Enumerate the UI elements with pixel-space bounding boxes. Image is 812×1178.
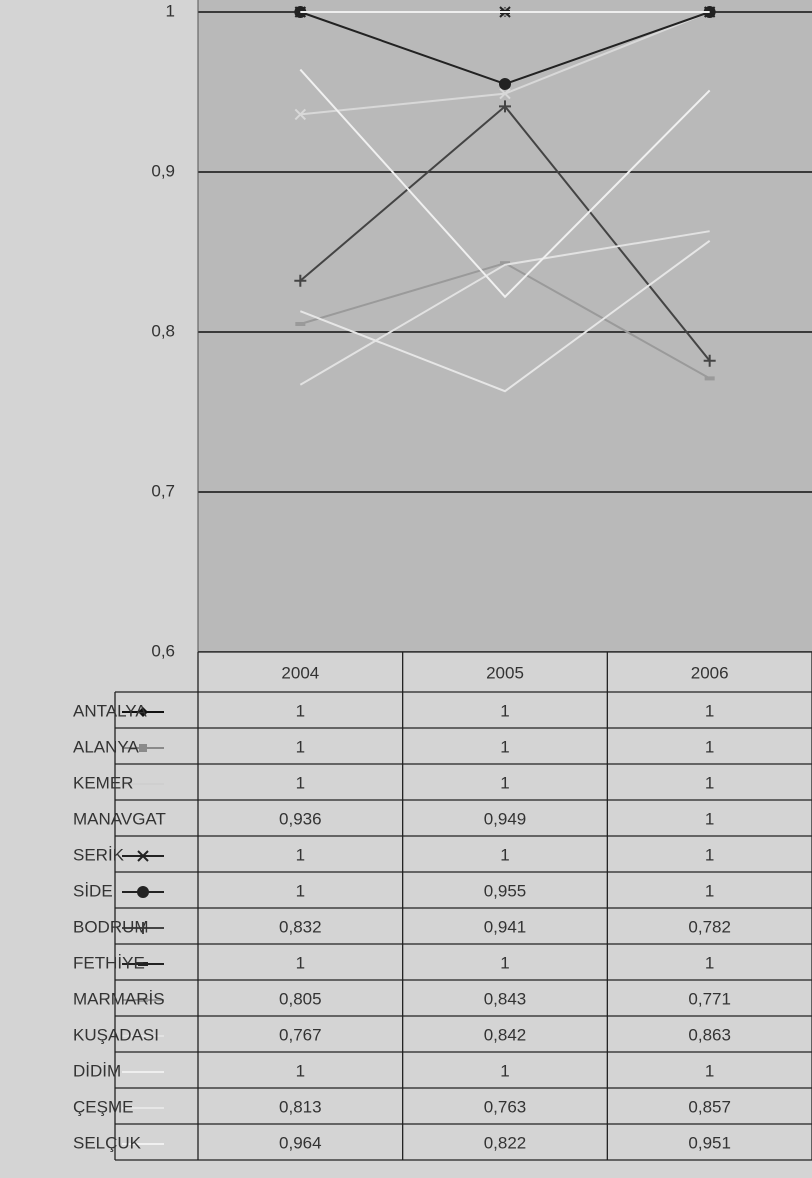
series-line — [299, 68, 711, 299]
marker — [138, 962, 148, 966]
marker — [137, 850, 149, 862]
table-cell: 0,842 — [484, 1025, 527, 1044]
table-cell: 0,832 — [279, 917, 322, 936]
marker — [295, 322, 306, 326]
table-cell: 1 — [705, 773, 714, 792]
table-cell: 1 — [296, 881, 305, 900]
table-cell: 1 — [705, 1061, 714, 1080]
table-cell: 0,863 — [688, 1025, 731, 1044]
legend-label: SELÇUK — [73, 1133, 142, 1152]
plot-area — [198, 0, 812, 652]
marker — [139, 744, 147, 752]
table-cell: 0,763 — [484, 1097, 527, 1116]
table-cell: 1 — [296, 737, 305, 756]
table-cell: 0,843 — [484, 989, 527, 1008]
table-cell: 1 — [296, 701, 305, 720]
marker — [138, 998, 148, 1002]
table-cell: 1 — [705, 953, 714, 972]
table-cell: 1 — [500, 773, 509, 792]
y-tick-label: 0,9 — [151, 161, 175, 180]
legend-key — [122, 850, 164, 862]
legend-label: BODRUM — [73, 917, 149, 936]
marker — [137, 814, 149, 826]
legend-label: ÇEŞME — [73, 1097, 133, 1116]
legend-key — [122, 998, 164, 1002]
legend-label: KUŞADASI — [73, 1025, 159, 1044]
marker — [703, 354, 716, 367]
table-cell: 0,805 — [279, 989, 322, 1008]
y-tick-label: 0,6 — [151, 641, 175, 660]
marker — [138, 707, 148, 717]
table-cell: 0,951 — [688, 1133, 731, 1152]
marker — [500, 261, 510, 266]
legend-label: MANAVGAT — [73, 809, 166, 828]
marker — [499, 78, 511, 90]
legend-label: MARMARİS — [73, 989, 165, 1008]
marker — [294, 108, 307, 121]
legend-label: DİDİM — [73, 1061, 121, 1080]
legend-label: SERİK — [73, 845, 125, 864]
legend-key — [122, 707, 164, 717]
table-cell: 0,857 — [688, 1097, 731, 1116]
table-cell: 1 — [500, 1061, 509, 1080]
marker — [137, 922, 149, 934]
legend-label: ANTALYA — [73, 701, 147, 720]
marker — [137, 886, 149, 898]
table-cell: 1 — [296, 1061, 305, 1080]
table-cell: 0,964 — [279, 1133, 322, 1152]
table-cell: 1 — [296, 773, 305, 792]
legend-key — [122, 814, 164, 826]
legend-key — [122, 886, 164, 898]
marker — [704, 376, 715, 381]
legend-label: SİDE — [73, 881, 113, 900]
table-cell: 0,941 — [484, 917, 527, 936]
legend-label: FETHİYE — [73, 953, 145, 972]
table-cell: 0,955 — [484, 881, 527, 900]
table-cell: 0,771 — [688, 989, 731, 1008]
table-cell: 0,936 — [279, 809, 322, 828]
table-header-bg — [198, 652, 812, 692]
x-tick-label: 2006 — [691, 663, 729, 682]
table-cell: 1 — [500, 845, 509, 864]
table-cell: 1 — [500, 737, 509, 756]
legend-key — [122, 744, 164, 752]
legend-label: KEMER — [73, 773, 133, 792]
legend-key — [122, 962, 164, 966]
table-cell: 1 — [500, 953, 509, 972]
table-cell: 0,782 — [688, 917, 731, 936]
y-tick-label: 0,7 — [151, 481, 175, 500]
table-cell: 1 — [296, 845, 305, 864]
series-line — [299, 230, 710, 386]
table-cell: 1 — [500, 701, 509, 720]
x-tick-label: 2004 — [281, 663, 319, 682]
table-cell: 1 — [705, 809, 714, 828]
series-line — [299, 239, 711, 393]
table-cell: 1 — [296, 953, 305, 972]
y-tick-label: 1 — [166, 1, 175, 20]
x-tick-label: 2005 — [486, 663, 524, 682]
table-cell: 1 — [705, 737, 714, 756]
table-cell: 0,822 — [484, 1133, 527, 1152]
marker — [294, 274, 307, 287]
table-cell: 1 — [705, 881, 714, 900]
table-cell: 0,813 — [279, 1097, 322, 1116]
table-cell: 0,949 — [484, 809, 527, 828]
table-cell: 1 — [705, 701, 714, 720]
legend-key — [122, 922, 164, 934]
table-cell: 1 — [705, 845, 714, 864]
table-cell: 0,767 — [279, 1025, 322, 1044]
legend-label: ALANYA — [73, 737, 139, 756]
marker — [499, 87, 511, 100]
marker — [499, 100, 511, 113]
y-tick-label: 0,8 — [151, 321, 175, 340]
